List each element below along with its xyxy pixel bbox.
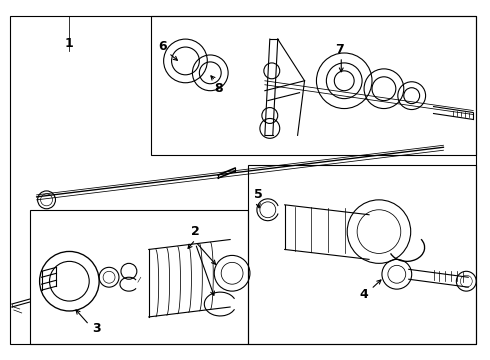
- Text: 5: 5: [253, 188, 262, 201]
- Text: 1: 1: [65, 37, 74, 50]
- Text: 3: 3: [92, 322, 100, 336]
- Bar: [151, 16, 476, 155]
- Bar: [30, 210, 248, 344]
- Text: 4: 4: [360, 288, 368, 301]
- Text: 7: 7: [335, 42, 343, 55]
- Text: 8: 8: [214, 82, 222, 95]
- Text: 2: 2: [191, 225, 200, 238]
- Bar: [248, 165, 476, 344]
- Text: 6: 6: [158, 40, 167, 53]
